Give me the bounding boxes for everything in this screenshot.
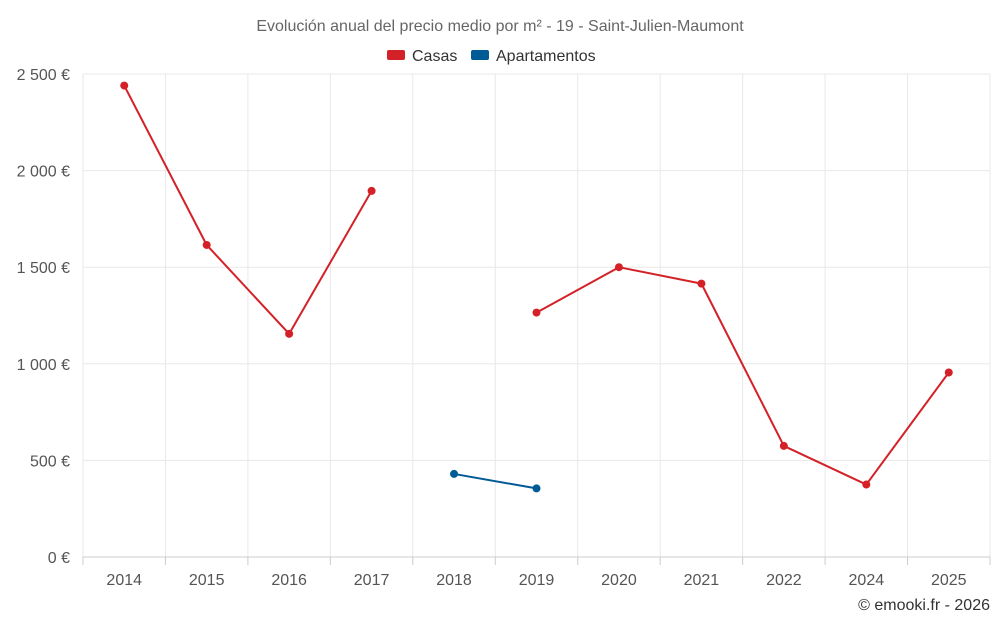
data-point-casas[interactable] xyxy=(367,186,376,195)
x-tick-label: 2017 xyxy=(354,572,390,589)
series-line-casas xyxy=(123,85,373,335)
legend-swatch-casas[interactable] xyxy=(387,50,405,60)
x-tick-label: 2014 xyxy=(106,572,142,589)
legend: Casas Apartamentos xyxy=(387,48,596,65)
x-tick-label: 2024 xyxy=(849,572,885,589)
data-point-apartamentos[interactable] xyxy=(450,469,459,478)
x-tick-label: 2016 xyxy=(271,572,307,589)
x-tick-label: 2022 xyxy=(766,572,802,589)
x-tick-label: 2015 xyxy=(189,572,225,589)
data-point-casas[interactable] xyxy=(614,263,623,272)
chart-title: Evolución anual del precio medio por m² … xyxy=(256,18,744,35)
x-tick-label: 2025 xyxy=(931,572,967,589)
data-point-casas[interactable] xyxy=(944,368,953,377)
data-point-casas[interactable] xyxy=(697,279,706,288)
x-tick-label: 2020 xyxy=(601,572,637,589)
grid xyxy=(82,73,991,557)
series-line-casas xyxy=(536,266,950,486)
data-point-casas[interactable] xyxy=(285,329,294,338)
y-tick-label: 2 500 € xyxy=(17,67,70,84)
data-point-casas[interactable] xyxy=(532,308,541,317)
series xyxy=(120,81,953,493)
data-point-apartamentos[interactable] xyxy=(532,484,541,493)
y-tick-label: 2 000 € xyxy=(17,164,70,181)
y-tick-label: 500 € xyxy=(30,453,70,470)
y-tick-label: 1 000 € xyxy=(17,357,70,374)
series-line-apartamentos xyxy=(453,472,537,490)
x-tick-label: 2019 xyxy=(519,572,555,589)
x-tick-label: 2021 xyxy=(684,572,720,589)
y-tick-label: 0 € xyxy=(48,550,70,567)
credit-text: © emooki.fr - 2026 xyxy=(858,597,990,614)
legend-label-casas[interactable]: Casas xyxy=(412,48,457,65)
legend-label-apartamentos[interactable]: Apartamentos xyxy=(496,48,596,65)
y-tick-label: 1 500 € xyxy=(17,260,70,277)
x-tick-label: 2018 xyxy=(436,572,472,589)
legend-swatch-apartamentos[interactable] xyxy=(471,50,489,60)
data-point-casas[interactable] xyxy=(779,441,788,450)
data-point-casas[interactable] xyxy=(202,240,211,249)
data-point-casas[interactable] xyxy=(862,480,871,489)
axes: 0 € 500 € 1 000 € 1 500 € 2 000 € 2 500 € 2014… xyxy=(17,67,991,589)
data-point-casas[interactable] xyxy=(120,81,129,90)
